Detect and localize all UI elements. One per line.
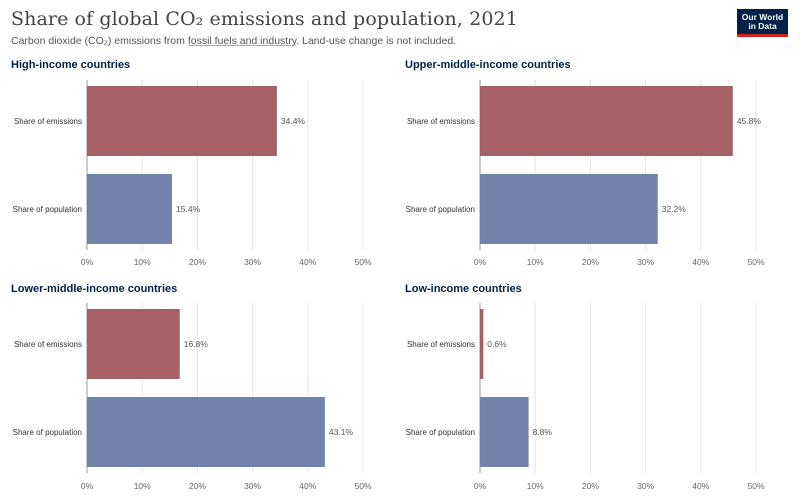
- bar-emissions[interactable]: [87, 86, 277, 156]
- chart-title: Share of global CO₂ emissions and popula…: [11, 8, 518, 30]
- tick-label: 20%: [582, 257, 599, 267]
- fossil-fuels-link[interactable]: fossil fuels and industry: [187, 35, 297, 47]
- bar-population[interactable]: [480, 397, 529, 467]
- tick-label: 10%: [134, 257, 151, 267]
- tick-label: 0%: [81, 257, 94, 267]
- category-label: Share of population: [13, 205, 82, 214]
- tick-label: 20%: [189, 481, 206, 491]
- tick-label: 30%: [637, 481, 654, 491]
- value-label: 15.4%: [176, 204, 201, 214]
- tick-label: 50%: [354, 481, 371, 491]
- chart-panel-2: Upper-middle-income countries 0% 10% 20% 30%…: [405, 59, 765, 267]
- value-label: 34.4%: [281, 116, 306, 126]
- chart-panel-3: Lower-middle-income countries 0% 10% 20% 30%…: [11, 283, 372, 491]
- tick-label: 40%: [692, 481, 709, 491]
- tick-label: 10%: [527, 257, 544, 267]
- tick-label: 50%: [747, 481, 764, 491]
- category-label: Share of population: [406, 205, 475, 214]
- tick-label: 0%: [81, 481, 94, 491]
- value-label: 0.6%: [487, 339, 507, 349]
- category-label: Share of population: [406, 428, 475, 437]
- tick-label: 40%: [299, 481, 316, 491]
- panel-title: Low-income countries: [405, 283, 522, 295]
- category-label: Share of population: [13, 428, 82, 437]
- chart-subtitle: Carbon dioxide (CO₂) emissions from foss…: [11, 35, 456, 47]
- tick-label: 0%: [474, 257, 487, 267]
- category-label: Share of emissions: [14, 117, 82, 126]
- bar-emissions[interactable]: [87, 309, 180, 379]
- bar-population[interactable]: [480, 174, 658, 244]
- value-label: 16.8%: [184, 339, 209, 349]
- logo-line-1: Our World: [741, 12, 784, 22]
- chart-panel-4: Low-income countries 0% 10% 20% 30% 40% 50% Sha…: [405, 283, 765, 491]
- tick-label: 40%: [692, 257, 709, 267]
- bar-population[interactable]: [87, 174, 173, 244]
- tick-label: 20%: [189, 257, 206, 267]
- tick-label: 20%: [582, 481, 599, 491]
- tick-label: 50%: [747, 257, 764, 267]
- tick-label: 40%: [299, 257, 316, 267]
- tick-label: 30%: [244, 481, 261, 491]
- owid-logo[interactable]: Our World in Data: [737, 9, 788, 37]
- panel-title: Lower-middle-income countries: [11, 283, 177, 295]
- tick-label: 30%: [244, 257, 261, 267]
- tick-label: 30%: [637, 257, 654, 267]
- value-label: 43.1%: [329, 427, 354, 437]
- category-label: Share of emissions: [407, 340, 475, 349]
- bar-emissions[interactable]: [480, 86, 733, 156]
- value-label: 45.8%: [737, 116, 762, 126]
- subtitle-text: Carbon dioxide (CO₂) emissions from: [11, 35, 188, 47]
- value-label: 32.2%: [662, 204, 687, 214]
- panel-title: High-income countries: [11, 59, 130, 71]
- tick-label: 0%: [474, 481, 487, 491]
- panel-title: Upper-middle-income countries: [405, 59, 571, 71]
- subtitle-note: . Land-use change is not included.: [296, 35, 457, 47]
- chart-panel-1: High-income countries 0% 10% 20% 30% 40% 50% Sh…: [11, 59, 372, 267]
- tick-label: 10%: [527, 481, 544, 491]
- category-label: Share of emissions: [14, 340, 82, 349]
- bar-emissions[interactable]: [480, 309, 484, 379]
- tick-label: 10%: [134, 481, 151, 491]
- tick-label: 50%: [354, 257, 371, 267]
- category-label: Share of emissions: [407, 117, 475, 126]
- logo-line-2: in Data: [748, 21, 777, 31]
- value-label: 8.8%: [533, 427, 553, 437]
- bar-population[interactable]: [87, 397, 325, 467]
